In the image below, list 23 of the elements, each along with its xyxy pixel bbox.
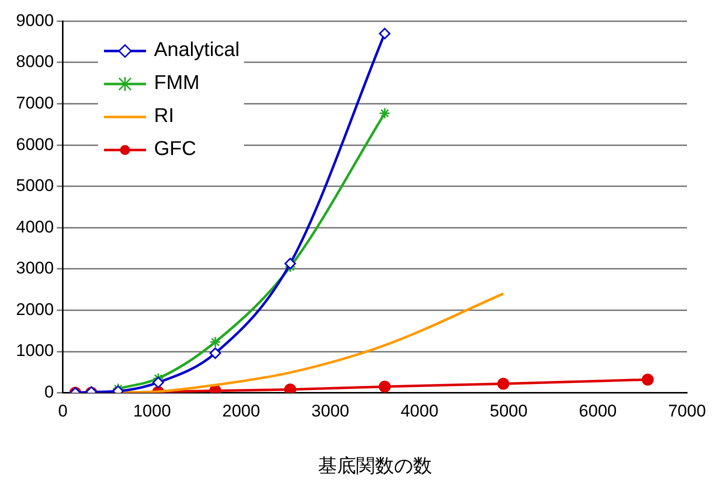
y-tick-label: 4000	[16, 217, 54, 236]
x-tick-label: 0	[58, 402, 68, 421]
y-tick-label: 5000	[16, 176, 54, 196]
y-tick-label: 2000	[16, 300, 54, 319]
x-axis-title: 基底関数の数	[318, 454, 432, 477]
x-tick-label: 3000	[311, 402, 350, 421]
y-tick-label: 8000	[16, 52, 54, 72]
x-tick-label: 1000	[133, 402, 171, 421]
x-tick-label: 7000	[668, 402, 706, 421]
legend-label: FMM	[154, 72, 200, 95]
y-tick-label: 1000	[16, 341, 54, 360]
x-tick-label: 6000	[578, 402, 617, 421]
y-tick-label: 7000	[16, 93, 54, 112]
legend-label: GFC	[154, 138, 196, 161]
x-tick-label: 2000	[222, 402, 260, 421]
y-tick-label: 9000	[16, 10, 54, 30]
x-tick-label: 5000	[490, 402, 528, 421]
y-tick-label: 3000	[16, 258, 54, 278]
y-tick-label: 0	[44, 382, 54, 402]
legend-label: RI	[154, 105, 174, 128]
legend-label: Analytical	[154, 39, 240, 62]
y-tick-label: 6000	[16, 134, 54, 154]
x-tick-label: 4000	[400, 402, 438, 421]
